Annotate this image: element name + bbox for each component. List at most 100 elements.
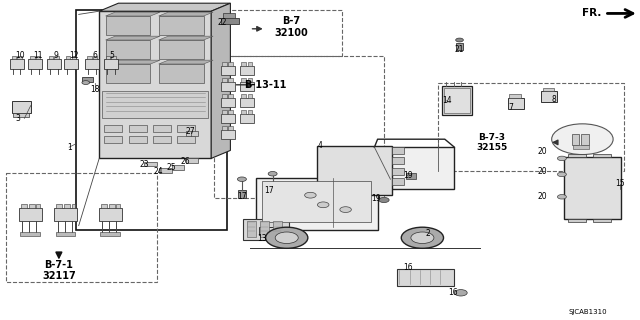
Bar xyxy=(106,64,150,83)
Bar xyxy=(444,88,470,113)
Bar xyxy=(64,59,78,69)
Bar xyxy=(76,10,227,230)
Bar xyxy=(259,227,291,235)
Circle shape xyxy=(379,197,389,203)
Text: 27: 27 xyxy=(186,127,196,136)
Text: 10: 10 xyxy=(15,52,26,60)
Bar xyxy=(240,66,254,75)
Bar xyxy=(172,165,184,170)
Bar xyxy=(17,56,22,59)
Text: 24: 24 xyxy=(154,167,164,176)
Text: 1: 1 xyxy=(67,143,72,152)
Text: 17: 17 xyxy=(237,192,247,201)
Bar xyxy=(572,134,579,145)
Bar xyxy=(392,147,404,154)
Circle shape xyxy=(266,227,308,248)
Text: 17: 17 xyxy=(264,186,274,195)
Bar xyxy=(99,11,211,158)
Bar xyxy=(12,56,16,59)
Bar xyxy=(56,204,62,208)
Bar xyxy=(228,78,233,82)
Bar xyxy=(54,208,77,221)
Circle shape xyxy=(275,232,298,244)
Bar xyxy=(593,154,611,157)
Bar xyxy=(19,208,42,221)
Bar xyxy=(581,134,589,145)
Bar xyxy=(269,184,276,192)
Bar xyxy=(28,59,42,69)
Bar xyxy=(6,173,157,282)
Text: 23: 23 xyxy=(139,160,149,169)
Circle shape xyxy=(557,195,566,199)
Bar xyxy=(222,126,227,130)
Text: 8: 8 xyxy=(551,95,556,104)
Bar xyxy=(241,94,246,98)
Text: B-7-3
32155: B-7-3 32155 xyxy=(476,133,507,152)
Polygon shape xyxy=(159,60,213,64)
Bar xyxy=(222,62,227,66)
Bar xyxy=(64,204,70,208)
Bar xyxy=(456,43,463,50)
Bar xyxy=(177,125,195,132)
Bar xyxy=(406,173,416,179)
Text: 20: 20 xyxy=(538,167,548,176)
Polygon shape xyxy=(99,3,230,11)
Polygon shape xyxy=(106,36,160,40)
Circle shape xyxy=(82,81,90,84)
Bar xyxy=(317,146,392,195)
Text: 25: 25 xyxy=(166,164,177,172)
Circle shape xyxy=(456,38,463,42)
Bar xyxy=(214,10,342,56)
Bar xyxy=(47,59,61,69)
Circle shape xyxy=(237,177,246,181)
Bar xyxy=(72,204,75,208)
Bar xyxy=(243,219,289,240)
Bar xyxy=(106,56,110,59)
Text: 9: 9 xyxy=(54,52,59,60)
Bar xyxy=(129,125,147,132)
Bar xyxy=(36,204,40,208)
Text: 2: 2 xyxy=(425,229,430,238)
Bar xyxy=(87,56,92,59)
Bar xyxy=(222,94,227,98)
Bar xyxy=(248,62,252,66)
Bar xyxy=(221,82,235,91)
Polygon shape xyxy=(106,12,160,16)
Bar xyxy=(36,56,40,59)
Text: 13: 13 xyxy=(257,234,268,243)
Circle shape xyxy=(557,172,566,177)
Bar xyxy=(392,178,404,185)
Bar xyxy=(438,83,624,171)
Text: 20: 20 xyxy=(538,148,548,156)
Text: B-13-11: B-13-11 xyxy=(244,80,287,90)
Bar xyxy=(93,56,97,59)
Bar xyxy=(106,16,150,35)
Text: 19: 19 xyxy=(403,172,413,180)
Circle shape xyxy=(411,232,434,244)
Bar xyxy=(101,204,107,208)
Bar xyxy=(221,18,239,24)
Bar xyxy=(13,113,29,117)
Bar xyxy=(214,56,384,198)
Bar xyxy=(221,114,235,123)
Bar xyxy=(21,204,27,208)
Bar xyxy=(573,145,589,149)
Text: FR.: FR. xyxy=(582,8,633,19)
Bar xyxy=(262,181,371,222)
Text: 20: 20 xyxy=(538,192,548,201)
Polygon shape xyxy=(211,3,230,158)
Bar xyxy=(509,94,521,98)
Bar xyxy=(153,136,171,143)
Bar xyxy=(221,130,235,139)
Bar xyxy=(419,230,431,235)
Bar xyxy=(374,147,454,189)
Bar xyxy=(241,110,246,114)
Bar xyxy=(228,126,233,130)
Bar xyxy=(221,66,235,75)
Bar xyxy=(116,204,120,208)
Bar xyxy=(66,56,70,59)
Text: 11: 11 xyxy=(34,52,43,60)
Text: 22: 22 xyxy=(218,18,227,27)
Bar xyxy=(99,208,122,221)
Text: 16: 16 xyxy=(403,263,413,272)
